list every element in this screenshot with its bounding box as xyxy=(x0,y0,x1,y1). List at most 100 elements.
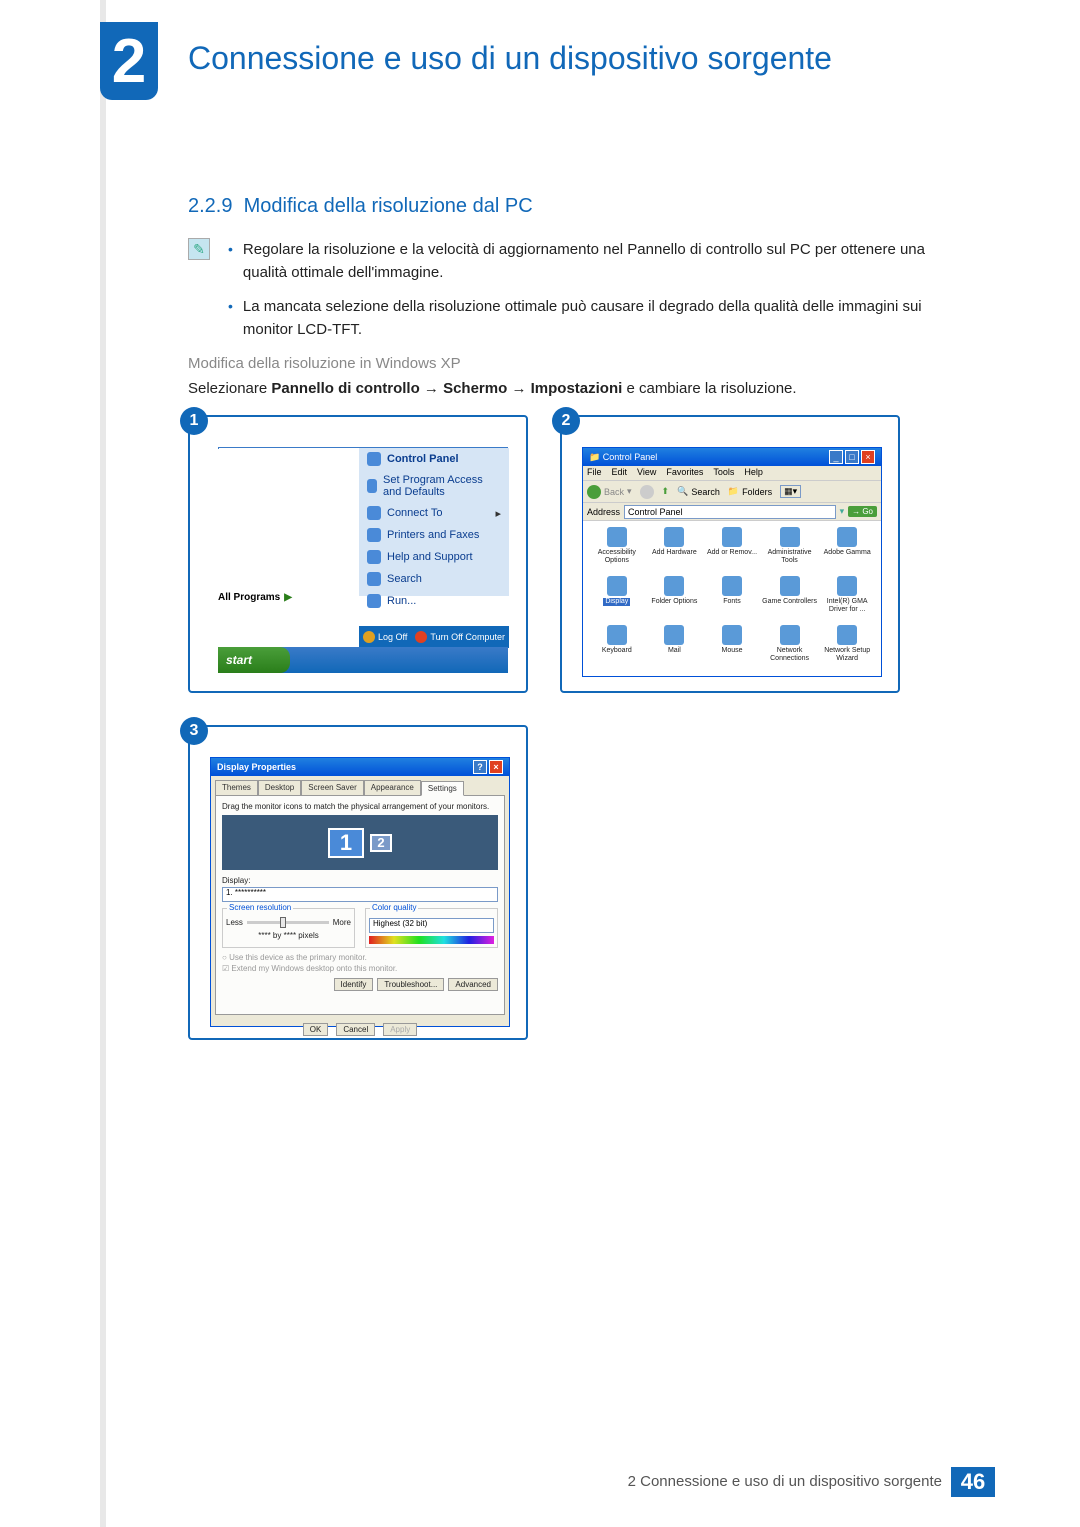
side-accent xyxy=(100,0,106,1527)
tab-appearance[interactable]: Appearance xyxy=(364,780,421,795)
cp-icon[interactable]: Display xyxy=(589,576,645,621)
start-button[interactable]: start xyxy=(218,647,290,673)
menu-file[interactable]: File xyxy=(587,467,602,479)
monitor-1[interactable]: 1 xyxy=(328,828,364,858)
menu-favorites[interactable]: Favorites xyxy=(666,467,703,479)
cp-icon[interactable]: Administrative Tools xyxy=(762,527,818,572)
close-button[interactable]: × xyxy=(861,450,875,464)
go-button[interactable]: → Go xyxy=(848,506,877,517)
close-button[interactable]: × xyxy=(489,760,503,774)
control-panel-window: 📁 Control Panel _ □ × File Edit View Favori… xyxy=(582,447,882,677)
more-label: More xyxy=(333,918,351,927)
figure-number: 3 xyxy=(180,717,208,745)
window-title: Display Properties xyxy=(217,762,296,772)
instruction: Selezionare Pannello di controllo → Sche… xyxy=(188,380,797,397)
cp-icon[interactable]: Network Setup Wizard xyxy=(819,625,875,670)
control-panel-icons: Accessibility OptionsAdd HardwareAdd or … xyxy=(583,521,881,676)
tab-screen-saver[interactable]: Screen Saver xyxy=(301,780,363,795)
menu-help[interactable]: Help xyxy=(744,467,763,479)
window-title-bar: Display Properties ? × xyxy=(211,758,509,776)
menu-item[interactable]: Help and Support xyxy=(359,546,509,568)
apply-button[interactable]: Apply xyxy=(383,1023,417,1036)
tab-settings[interactable]: Settings xyxy=(421,781,464,796)
troubleshoot-button[interactable]: Troubleshoot... xyxy=(377,978,444,991)
turnoff-button[interactable]: Turn Off Computer xyxy=(415,631,505,643)
figure-number: 2 xyxy=(552,407,580,435)
checkbox-group: ○ Use this device as the primary monitor… xyxy=(222,952,498,974)
menu-edit[interactable]: Edit xyxy=(612,467,628,479)
figure-3: 3 Display Properties ? × ThemesDesktopSc… xyxy=(188,725,528,1040)
monitor-arrangement[interactable]: 1 2 xyxy=(222,815,498,870)
menu-item[interactable]: Control Panel xyxy=(359,448,509,470)
back-button[interactable]: Back ▾ xyxy=(587,485,632,499)
cp-icon[interactable]: Fonts xyxy=(704,576,760,621)
address-dropdown[interactable]: ▾ xyxy=(840,506,845,517)
tab-themes[interactable]: Themes xyxy=(215,780,258,795)
figure-2: 2 📁 Control Panel _ □ × FileEditViewFavo… xyxy=(560,415,900,693)
folders-button[interactable]: 📁Folders xyxy=(728,486,772,497)
primary-monitor-check[interactable]: ○ Use this device as the primary monitor… xyxy=(222,952,498,963)
ok-button[interactable]: OK xyxy=(303,1023,329,1036)
figure-number: 1 xyxy=(180,407,208,435)
cp-icon[interactable]: Keyboard xyxy=(589,625,645,670)
all-programs[interactable]: All Programs▶ xyxy=(218,592,292,603)
cp-icon[interactable]: Intel(R) GMA Driver for ... xyxy=(819,576,875,621)
cancel-button[interactable]: Cancel xyxy=(336,1023,375,1036)
display-label: Display: xyxy=(222,876,498,885)
menu-item[interactable]: Search xyxy=(359,568,509,590)
address-label: Address xyxy=(587,507,620,517)
bullet-item: •La mancata selezione della risoluzione … xyxy=(228,295,958,342)
monitor-2[interactable]: 2 xyxy=(370,834,392,852)
window-title: 📁 Control Panel xyxy=(589,452,657,463)
section-title: Modifica della risoluzione dal PC xyxy=(244,195,533,217)
cp-icon[interactable]: Folder Options xyxy=(647,576,703,621)
tab-bar: ThemesDesktopScreen SaverAppearanceSetti… xyxy=(211,776,509,795)
identify-button[interactable]: Identify xyxy=(334,978,374,991)
cp-icon[interactable]: Add Hardware xyxy=(647,527,703,572)
footer: 2 Connessione e uso di un dispositivo so… xyxy=(0,1467,1080,1497)
address-input[interactable] xyxy=(624,505,836,519)
bullet-text: Regolare la risoluzione e la velocità di… xyxy=(243,238,958,285)
logoff-button[interactable]: Log Off xyxy=(363,631,407,643)
menu-tools[interactable]: Tools xyxy=(713,467,734,479)
section-number: 2.2.9 xyxy=(188,195,232,217)
cp-icon[interactable]: Mouse xyxy=(704,625,760,670)
views-button[interactable]: ▦▾ xyxy=(780,485,801,498)
resolution-slider[interactable] xyxy=(247,921,329,924)
display-select[interactable]: 1. ********** xyxy=(222,887,498,902)
xp-menu-right: Control PanelSet Program Access and Defa… xyxy=(359,448,509,596)
taskbar: start xyxy=(218,647,508,673)
up-button[interactable]: ⬆ xyxy=(662,486,670,497)
minimize-button[interactable]: _ xyxy=(829,450,843,464)
cp-icon[interactable]: Game Controllers xyxy=(762,576,818,621)
cp-icon[interactable]: Network Connections xyxy=(762,625,818,670)
display-properties-window: Display Properties ? × ThemesDesktopScre… xyxy=(210,757,510,1027)
maximize-button[interactable]: □ xyxy=(845,450,859,464)
bullet-item: •Regolare la risoluzione e la velocità d… xyxy=(228,238,958,285)
forward-button[interactable] xyxy=(640,485,654,499)
cp-icon[interactable]: Adobe Gamma xyxy=(819,527,875,572)
menu-item[interactable]: Connect To▸ xyxy=(359,502,509,524)
cp-icon[interactable]: Add or Remov... xyxy=(704,527,760,572)
bullet-text: La mancata selezione della risoluzione o… xyxy=(243,295,958,342)
figure-1: 1 Control PanelSet Program Access and De… xyxy=(188,415,528,693)
menu-item[interactable]: Set Program Access and Defaults xyxy=(359,470,509,502)
help-button[interactable]: ? xyxy=(473,760,487,774)
menu-item[interactable]: Run... xyxy=(359,590,509,612)
extend-desktop-check[interactable]: ☑ Extend my Windows desktop onto this mo… xyxy=(222,963,498,974)
xp-logoff-bar: Log Off Turn Off Computer xyxy=(359,626,509,648)
note-icon: ✎ xyxy=(188,238,210,260)
advanced-button[interactable]: Advanced xyxy=(448,978,498,991)
search-button[interactable]: 🔍Search xyxy=(677,486,720,497)
cp-icon[interactable]: Mail xyxy=(647,625,703,670)
menu-view[interactable]: View xyxy=(637,467,656,479)
tab-desktop[interactable]: Desktop xyxy=(258,780,301,795)
chapter-badge: 2 xyxy=(100,22,158,100)
section-heading: 2.2.9 Modifica della risoluzione dal PC xyxy=(188,195,533,218)
cp-icon[interactable]: Accessibility Options xyxy=(589,527,645,572)
color-strip xyxy=(369,936,494,944)
resolution-group: Screen resolution Less More **** by ****… xyxy=(222,908,355,948)
menu-item[interactable]: Printers and Faxes xyxy=(359,524,509,546)
color-select[interactable]: Highest (32 bit) xyxy=(369,918,494,933)
xp-start-menu: Control PanelSet Program Access and Defa… xyxy=(218,447,508,449)
